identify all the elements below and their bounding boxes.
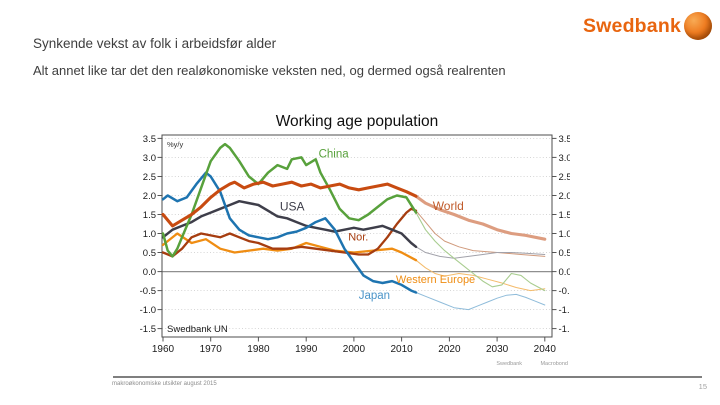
series-china-line [161,142,418,258]
y-tick-label-left: 2.5 [143,172,156,183]
series-china-label: China [319,148,350,160]
series-western-europe-forecast-line [415,259,546,292]
series-nor-label: Nor. [348,231,368,243]
credit-macrobond: Macrobond [540,361,568,367]
unit-label: %y/y [167,140,184,149]
y-tick-label-left: 2.0 [143,191,156,202]
working-age-population-chart: 3.5 3.5 3.0 3.0 2.5 2.5 2.0 2.0 1.5 1.5 1.0 1.0 0.5 0… [140,106,575,374]
source-label: Swedbank UN [167,324,228,335]
series-usa-line [161,199,418,249]
y-tick-label-right: 0.5 [559,248,571,259]
series-japan-line [161,171,418,294]
y-tick-label-left: 0.0 [143,267,156,278]
y-tick-label-left: 3.0 [143,153,156,164]
series-japan-forecast-line [415,292,546,311]
y-tick-label-right: -1.0 [559,305,571,316]
x-tick-label: 1980 [247,344,270,355]
y-tick-label-right: -0.5 [559,286,571,297]
y-tick-label-left: -1.0 [140,305,156,316]
y-tick-label-right: 1.0 [559,229,571,240]
swedbank-globe-icon [684,12,712,40]
credit-swedbank: Swedbank [496,361,522,367]
x-tick-label: 2000 [343,344,366,355]
footer-divider [113,376,702,378]
slide-title: Synkende vekst av folk i arbeidsfør alde… [33,36,277,51]
series-world-forecast-line [414,194,547,241]
series-nor-forecast-line [415,210,546,257]
x-tick-label: 2040 [534,344,557,355]
series-western-europe-label: Western Europe [396,274,475,286]
series-nor-line [161,207,418,258]
slide-subtitle: Alt annet like tar det den realøkonomisk… [33,63,506,78]
series-china-forecast-line [415,212,546,292]
x-tick-label: 1990 [295,344,318,355]
chart-svg: 3.5 3.5 3.0 3.0 2.5 2.5 2.0 2.0 1.5 1.5 1.0 1.0 0.5 0… [140,113,575,367]
series-japan-label: Japan [359,290,390,302]
y-tick-label-left: -0.5 [140,286,156,297]
y-tick-label-right: 2.5 [559,172,571,183]
y-tick-label-right: -1.5 [559,324,571,335]
page-number: 15 [698,382,707,391]
series-usa-forecast-line [415,246,546,259]
y-tick-label-right: 1.5 [559,210,571,221]
series-world-line [161,180,418,228]
x-tick-label: 1960 [152,344,175,355]
y-tick-label-left: 3.5 [143,134,156,145]
series-world-label: World [433,199,464,213]
y-tick-label-left: 0.5 [143,248,156,259]
footer-text: makroøkonomiske utsikter august 2015 [112,381,217,387]
y-tick-label-left: -1.5 [140,324,156,335]
y-tick-label-right: 2.0 [559,191,571,202]
plot-frame [161,134,553,338]
y-tick-label-right: 3.0 [559,153,571,164]
x-tick-label: 2020 [438,344,461,355]
y-tick-label-left: 1.0 [143,229,156,240]
x-tick-label: 2030 [486,344,509,355]
x-tick-label: 2010 [390,344,413,355]
y-tick-label-right: 3.5 [559,134,571,145]
x-tick-label: 1970 [200,344,223,355]
chart-title: Working age population [276,113,439,130]
series-usa-label: USA [280,200,305,214]
swedbank-logo: Swedbank [583,12,712,40]
swedbank-logo-text: Swedbank [582,14,681,37]
y-tick-label-left: 1.5 [143,210,156,221]
y-tick-label-right: 0.0 [559,267,571,278]
